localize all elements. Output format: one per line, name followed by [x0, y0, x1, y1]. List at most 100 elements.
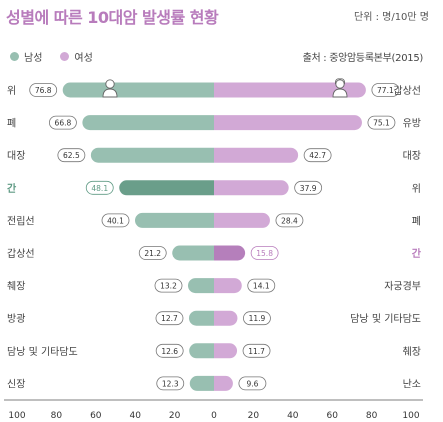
male-bar	[189, 375, 214, 391]
male-value-badge	[156, 376, 185, 391]
x-tick-label: 60	[326, 411, 338, 421]
female-cancer-label: 폐	[412, 215, 421, 227]
female-value-badge	[367, 115, 396, 130]
male-value-label: 12.6	[161, 347, 178, 356]
female-value-badge	[371, 83, 400, 97]
female-value-badge	[303, 148, 332, 163]
female-figure-hair	[335, 78, 345, 85]
female-cancer-label: 위	[412, 182, 421, 195]
male-value-label: 12.3	[162, 379, 179, 388]
male-bar	[82, 115, 215, 131]
legend-label-male: 남성	[24, 53, 43, 64]
male-value-label: 62.5	[63, 151, 80, 160]
male-value-badge	[155, 311, 184, 326]
x-tick-label: 100	[8, 411, 25, 421]
x-tick-label: 80	[366, 411, 378, 421]
x-tick-label: 60	[90, 411, 102, 421]
female-bar	[214, 147, 299, 163]
female-value-badge	[243, 311, 271, 326]
female-value-badge	[242, 343, 271, 358]
female-cancer-label: 췌장	[403, 346, 421, 358]
male-bar	[90, 147, 214, 163]
legend-label-female: 여성	[74, 53, 93, 64]
male-value-label: 12.7	[161, 314, 178, 323]
male-value-label: 66.8	[55, 119, 72, 128]
male-value-label: 48.1	[91, 184, 108, 193]
legend-swatch-male	[10, 52, 19, 61]
female-value-badge	[275, 213, 304, 228]
female-value-badge	[250, 246, 279, 260]
male-value-label: 40.1	[107, 216, 124, 225]
female-cancer-label: 자궁경부	[384, 280, 421, 293]
male-cancer-label: 전립선	[7, 214, 35, 227]
female-value-label: 28.4	[281, 216, 298, 225]
female-bar	[214, 375, 233, 391]
female-cancer-label: 갑상선	[393, 85, 421, 97]
female-value-label: 77.1	[377, 86, 394, 95]
female-value-badge	[247, 278, 276, 293]
male-cancer-label: 담낭 및 기타담도	[7, 346, 78, 358]
male-figure-body	[102, 88, 118, 98]
female-value-label: 15.8	[256, 249, 273, 258]
female-value-label: 75.1	[373, 119, 390, 128]
chart-title: 성별에 따른 10대암 발생률 현황	[6, 8, 219, 27]
male-cancer-label: 대장	[7, 150, 25, 162]
female-figure-icon	[335, 79, 345, 89]
male-value-label: 21.2	[144, 249, 161, 258]
source-note: 출처 : 중앙암등록본부(2015)	[302, 53, 424, 64]
female-value-label: 11.7	[248, 347, 265, 356]
x-tick-label: 0	[211, 411, 217, 421]
female-figure-body	[332, 88, 348, 98]
male-cancer-label: 폐	[7, 118, 16, 130]
female-cancer-label: 난소	[403, 378, 421, 390]
male-bar	[62, 82, 214, 98]
male-value-badge	[29, 83, 58, 97]
male-cancer-label: 방광	[7, 313, 25, 325]
male-value-badge	[138, 246, 167, 260]
unit-label: 단위 : 명/10만 명	[354, 12, 429, 23]
male-value-badge	[85, 180, 114, 195]
female-value-label: 42.7	[309, 151, 326, 160]
female-bar	[214, 115, 362, 131]
male-value-badge	[154, 278, 183, 293]
x-tick-label: 20	[169, 411, 181, 421]
male-bar	[188, 310, 214, 326]
female-value-badge	[294, 180, 323, 195]
male-cancer-label: 간	[7, 182, 17, 195]
female-bar	[214, 212, 270, 228]
male-value-label: 13.2	[160, 282, 177, 291]
female-bar	[214, 180, 289, 196]
female-cancer-label: 대장	[403, 150, 421, 162]
male-cancer-label: 갑상선	[7, 248, 35, 260]
male-cancer-label: 신장	[7, 378, 25, 390]
female-cancer-label: 유방	[403, 118, 421, 130]
male-value-badge	[57, 148, 86, 163]
female-bar	[214, 343, 238, 359]
female-value-label: 11.9	[249, 314, 266, 323]
male-value-label: 76.8	[35, 86, 52, 95]
legend-swatch-female	[60, 52, 70, 61]
legend-item-female: 여성	[60, 49, 93, 64]
legend: 남성 여성	[10, 49, 111, 64]
female-value-badge	[238, 376, 267, 391]
x-tick-label: 40	[287, 411, 299, 421]
legend-item-male: 남성	[10, 49, 42, 64]
female-cancer-label: 간	[412, 247, 422, 260]
male-cancer-label: 위	[7, 84, 16, 97]
x-tick-label: 100	[402, 411, 419, 421]
male-bar	[189, 343, 214, 359]
x-tick-label: 80	[51, 411, 63, 421]
male-value-badge	[155, 343, 184, 358]
male-cancer-label: 췌장	[7, 281, 25, 293]
female-bar	[214, 278, 242, 294]
male-value-badge	[49, 115, 77, 130]
male-bar	[172, 245, 214, 261]
female-value-label: 9.6	[246, 379, 258, 388]
female-value-label: 14.1	[253, 282, 270, 291]
female-bar	[214, 82, 366, 98]
female-bar	[214, 245, 246, 261]
x-tick-label: 20	[248, 411, 260, 421]
male-bar	[135, 212, 214, 228]
male-value-badge	[101, 213, 130, 228]
